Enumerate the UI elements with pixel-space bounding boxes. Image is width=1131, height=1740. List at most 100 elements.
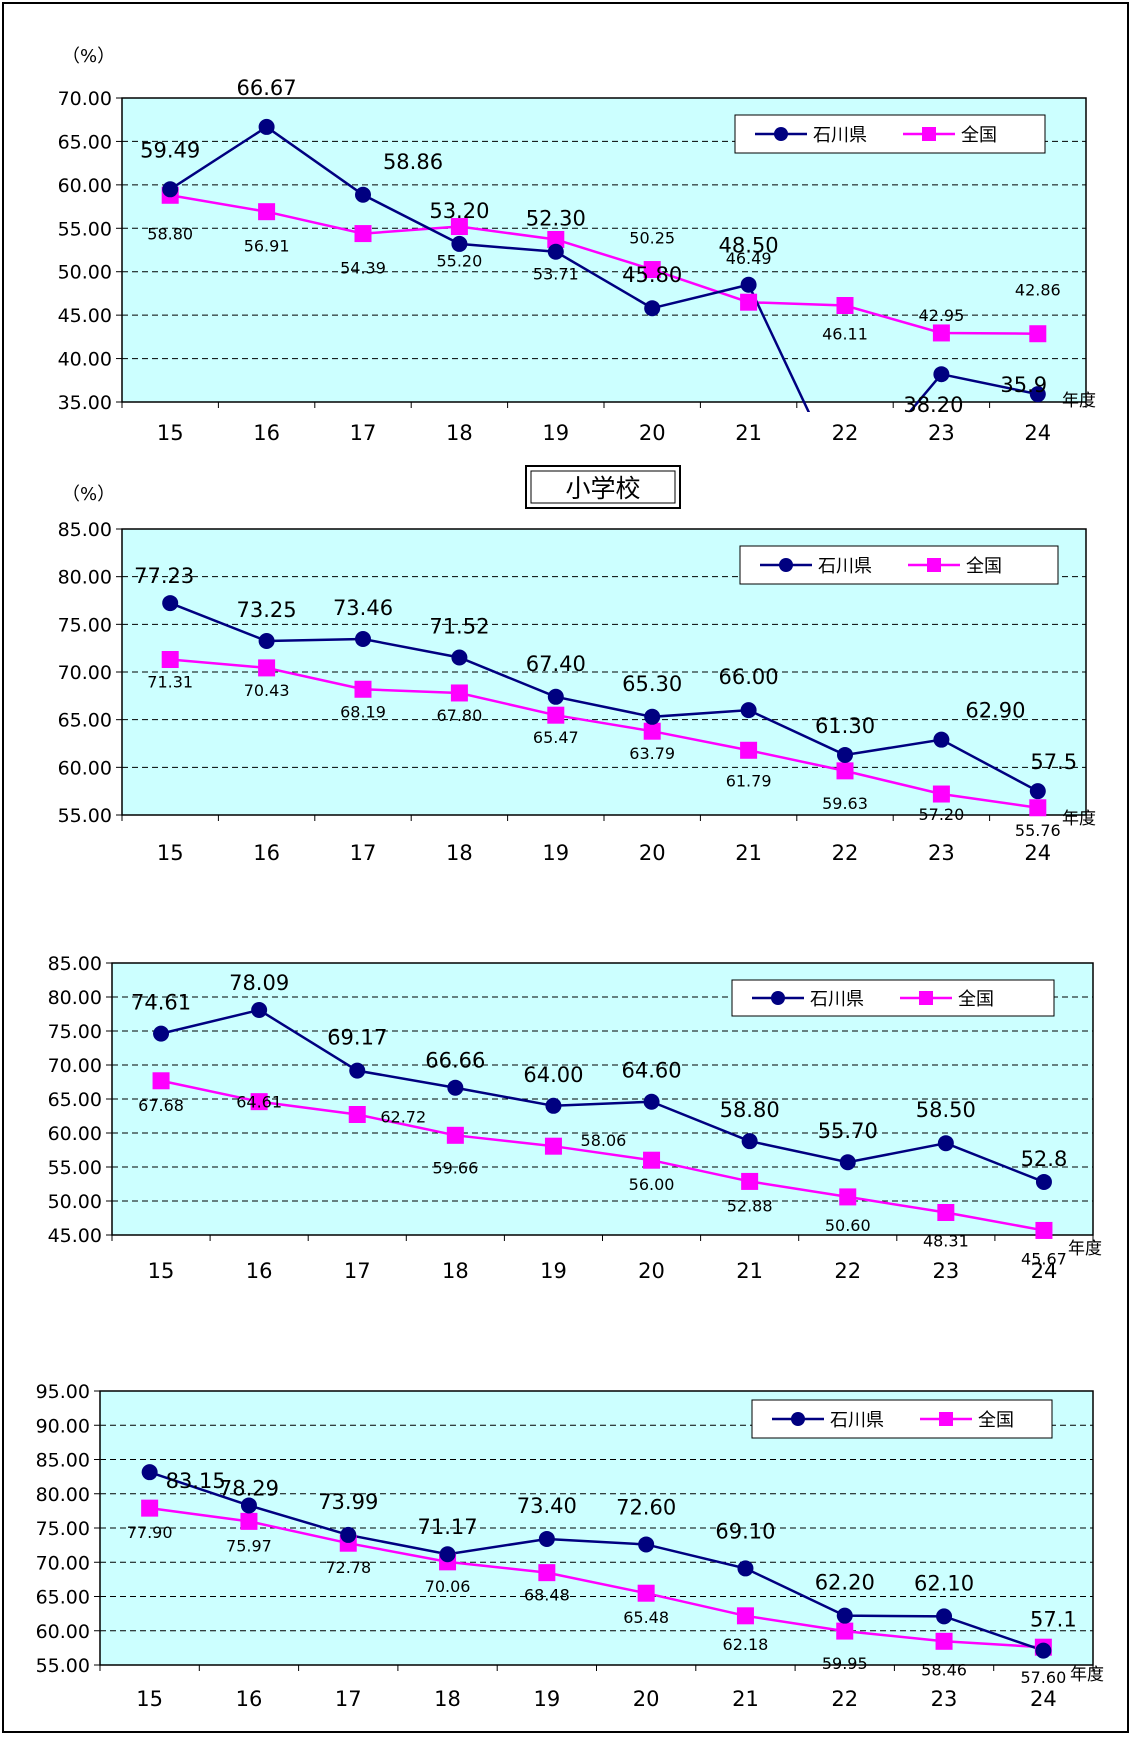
ishikawa-data-label: 62.90 bbox=[965, 699, 1025, 723]
chart-4: 55.00 60.00 65.00 70.00 75.00 80.00 85.00 90.00… bbox=[36, 1381, 1104, 1711]
x-tick-label: 21 bbox=[735, 841, 762, 865]
national-marker bbox=[836, 762, 854, 780]
y-tick-label: 55.00 bbox=[48, 1157, 102, 1179]
x-tick-label: 18 bbox=[442, 1259, 469, 1283]
national-data-label: 50.25 bbox=[629, 229, 675, 248]
national-data-label: 50.60 bbox=[825, 1216, 871, 1235]
national-marker bbox=[937, 1203, 955, 1221]
national-data-label: 65.48 bbox=[623, 1608, 669, 1627]
x-tick-label: 18 bbox=[446, 421, 473, 445]
ishikawa-data-label: 35.9 bbox=[1000, 373, 1047, 397]
x-tick-label: 21 bbox=[732, 1687, 759, 1711]
ishikawa-marker bbox=[162, 181, 179, 198]
series-line-ishikawa bbox=[160, 1008, 1045, 1184]
x-tick-label: 19 bbox=[542, 841, 569, 865]
national-data-label: 57.20 bbox=[918, 805, 964, 824]
national-data-label: 61.79 bbox=[726, 771, 772, 790]
ishikawa-marker bbox=[644, 708, 661, 725]
y-tick-label: 40.00 bbox=[58, 349, 112, 371]
ishikawa-data-label: 55.70 bbox=[818, 1119, 878, 1143]
ishikawa-marker bbox=[740, 276, 757, 293]
ishikawa-data-label: 52.30 bbox=[526, 207, 586, 231]
ishikawa-data-label: 64.00 bbox=[523, 1063, 583, 1087]
ishikawa-data-label: 66.00 bbox=[719, 665, 779, 689]
national-marker bbox=[538, 1564, 556, 1582]
national-data-label: 53.71 bbox=[533, 264, 579, 283]
y-tick-label: 85.00 bbox=[36, 1450, 90, 1472]
ishikawa-marker bbox=[355, 186, 371, 203]
ishikawa-data-label: 73.25 bbox=[237, 598, 297, 622]
ishikawa-marker bbox=[451, 649, 468, 666]
legend-label-national: 全国 bbox=[961, 125, 997, 146]
ishikawa-data-label: 67.40 bbox=[526, 652, 586, 676]
ishikawa-marker bbox=[240, 1497, 257, 1514]
legend-marker-ishikawa bbox=[771, 991, 785, 1005]
x-unit-label: 年度 bbox=[1062, 809, 1096, 829]
ishikawa-marker bbox=[933, 366, 950, 383]
y-tick-label: 75.00 bbox=[36, 1518, 90, 1540]
national-marker bbox=[836, 1622, 854, 1640]
series-line-national bbox=[169, 194, 1038, 335]
ishikawa-data-label: 45.80 bbox=[622, 263, 682, 287]
national-marker bbox=[1029, 325, 1047, 343]
x-tick-label: 23 bbox=[928, 421, 955, 445]
ishikawa-data-label: 61.30 bbox=[815, 714, 875, 738]
ishikawa-marker bbox=[936, 1608, 953, 1625]
national-data-label: 64.61 bbox=[236, 1093, 282, 1112]
ishikawa-marker bbox=[1029, 783, 1046, 800]
national-marker bbox=[250, 1093, 268, 1111]
charts-layer: 35.00 40.00 45.00 50.00 55.00 60.00 65.00 70.00… bbox=[36, 46, 1104, 1711]
legend-marker-national bbox=[922, 127, 936, 141]
x-tick-label: 22 bbox=[832, 421, 859, 445]
national-data-label: 68.48 bbox=[524, 1586, 570, 1605]
national-data-label: 77.90 bbox=[127, 1523, 173, 1542]
ishikawa-data-label: 72.60 bbox=[616, 1495, 676, 1519]
chart-2: 55.00 60.00 65.00 70.00 75.00 80.00 85.00 15 16 1… bbox=[58, 484, 1096, 865]
national-marker bbox=[258, 659, 276, 677]
section-label-inner-border bbox=[530, 470, 676, 504]
ishikawa-marker bbox=[737, 1560, 754, 1577]
x-tick-label: 19 bbox=[540, 1259, 567, 1283]
national-marker bbox=[932, 324, 950, 342]
y-tick-label: 70.00 bbox=[36, 1552, 90, 1574]
national-marker bbox=[544, 1137, 562, 1155]
ishikawa-marker bbox=[153, 1025, 170, 1042]
national-marker bbox=[1029, 799, 1047, 817]
ishikawa-marker bbox=[740, 702, 757, 719]
ishikawa-data-label: 69.17 bbox=[327, 1026, 387, 1050]
national-data-label: 56.91 bbox=[244, 237, 290, 256]
national-data-label: 42.86 bbox=[1015, 281, 1061, 300]
national-marker bbox=[935, 1632, 953, 1650]
national-marker bbox=[741, 1172, 759, 1190]
x-tick-label: 16 bbox=[253, 421, 280, 445]
national-data-label: 57.60 bbox=[1020, 1668, 1066, 1687]
ishikawa-marker bbox=[1035, 1173, 1052, 1190]
national-data-label: 48.31 bbox=[923, 1231, 969, 1250]
ishikawa-marker bbox=[937, 1135, 954, 1152]
x-tick-label: 16 bbox=[246, 1259, 273, 1283]
ishikawa-data-label: 52.8 bbox=[1021, 1147, 1068, 1171]
ishikawa-marker bbox=[251, 1001, 268, 1018]
ishikawa-marker bbox=[439, 1546, 456, 1563]
ishikawa-marker bbox=[355, 631, 371, 648]
ishikawa-marker bbox=[1035, 1642, 1052, 1659]
national-marker bbox=[932, 785, 950, 803]
national-marker bbox=[547, 706, 565, 724]
national-marker bbox=[643, 1151, 661, 1169]
y-tick-label: 60.00 bbox=[58, 175, 112, 197]
national-marker bbox=[637, 1584, 655, 1602]
national-marker bbox=[152, 1072, 170, 1090]
legend-marker-ishikawa bbox=[774, 127, 788, 141]
national-data-label: 42.95 bbox=[918, 306, 964, 325]
series-line-ishikawa bbox=[169, 601, 1039, 793]
ishikawa-marker bbox=[538, 1530, 555, 1547]
ishikawa-data-label: 53.20 bbox=[429, 199, 489, 223]
national-marker bbox=[450, 684, 468, 702]
national-data-label: 70.06 bbox=[425, 1577, 471, 1596]
x-tick-label: 22 bbox=[831, 1687, 858, 1711]
national-marker bbox=[643, 722, 661, 740]
x-tick-label: 16 bbox=[236, 1687, 263, 1711]
legend-label-ishikawa: 石川県 bbox=[830, 1410, 884, 1431]
national-data-label: 72.78 bbox=[325, 1558, 371, 1577]
